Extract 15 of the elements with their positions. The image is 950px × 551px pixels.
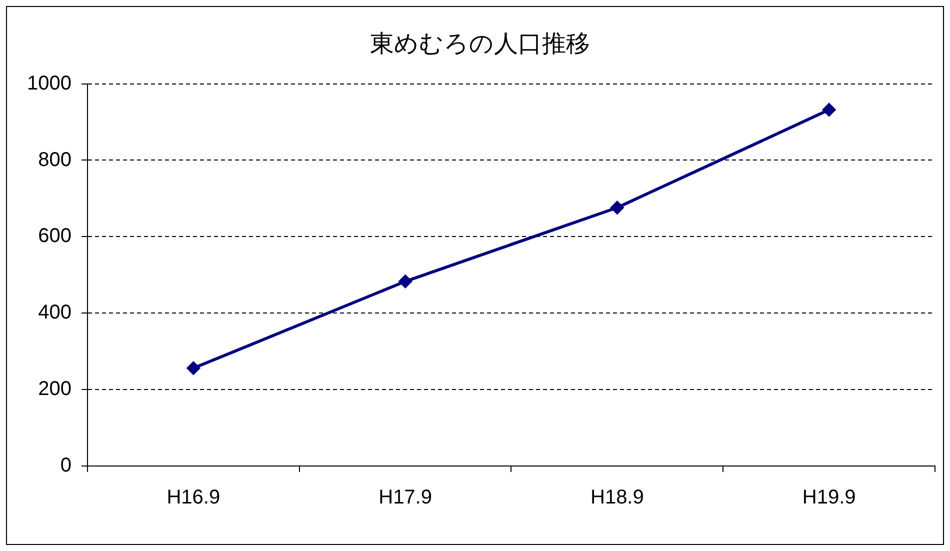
x-tick-label: H18.9 <box>590 486 644 509</box>
point <box>822 103 836 116</box>
y-tick-label: 400 <box>38 302 72 324</box>
point <box>610 201 624 214</box>
y-tick-label: 200 <box>38 378 72 400</box>
y-tick-label: 1000 <box>26 72 72 94</box>
chart-title: 東めむろの人口推移 <box>370 30 590 58</box>
y-tick-label: 800 <box>38 148 72 171</box>
y-tick-label: 0 <box>60 454 72 477</box>
point <box>186 362 200 375</box>
x-tick-label: H19.9 <box>802 486 856 509</box>
x-tick-label: H16.9 <box>166 486 220 509</box>
x-tick-label: H17.9 <box>378 486 432 509</box>
point <box>398 274 412 288</box>
y-tick-label: 600 <box>38 225 72 248</box>
